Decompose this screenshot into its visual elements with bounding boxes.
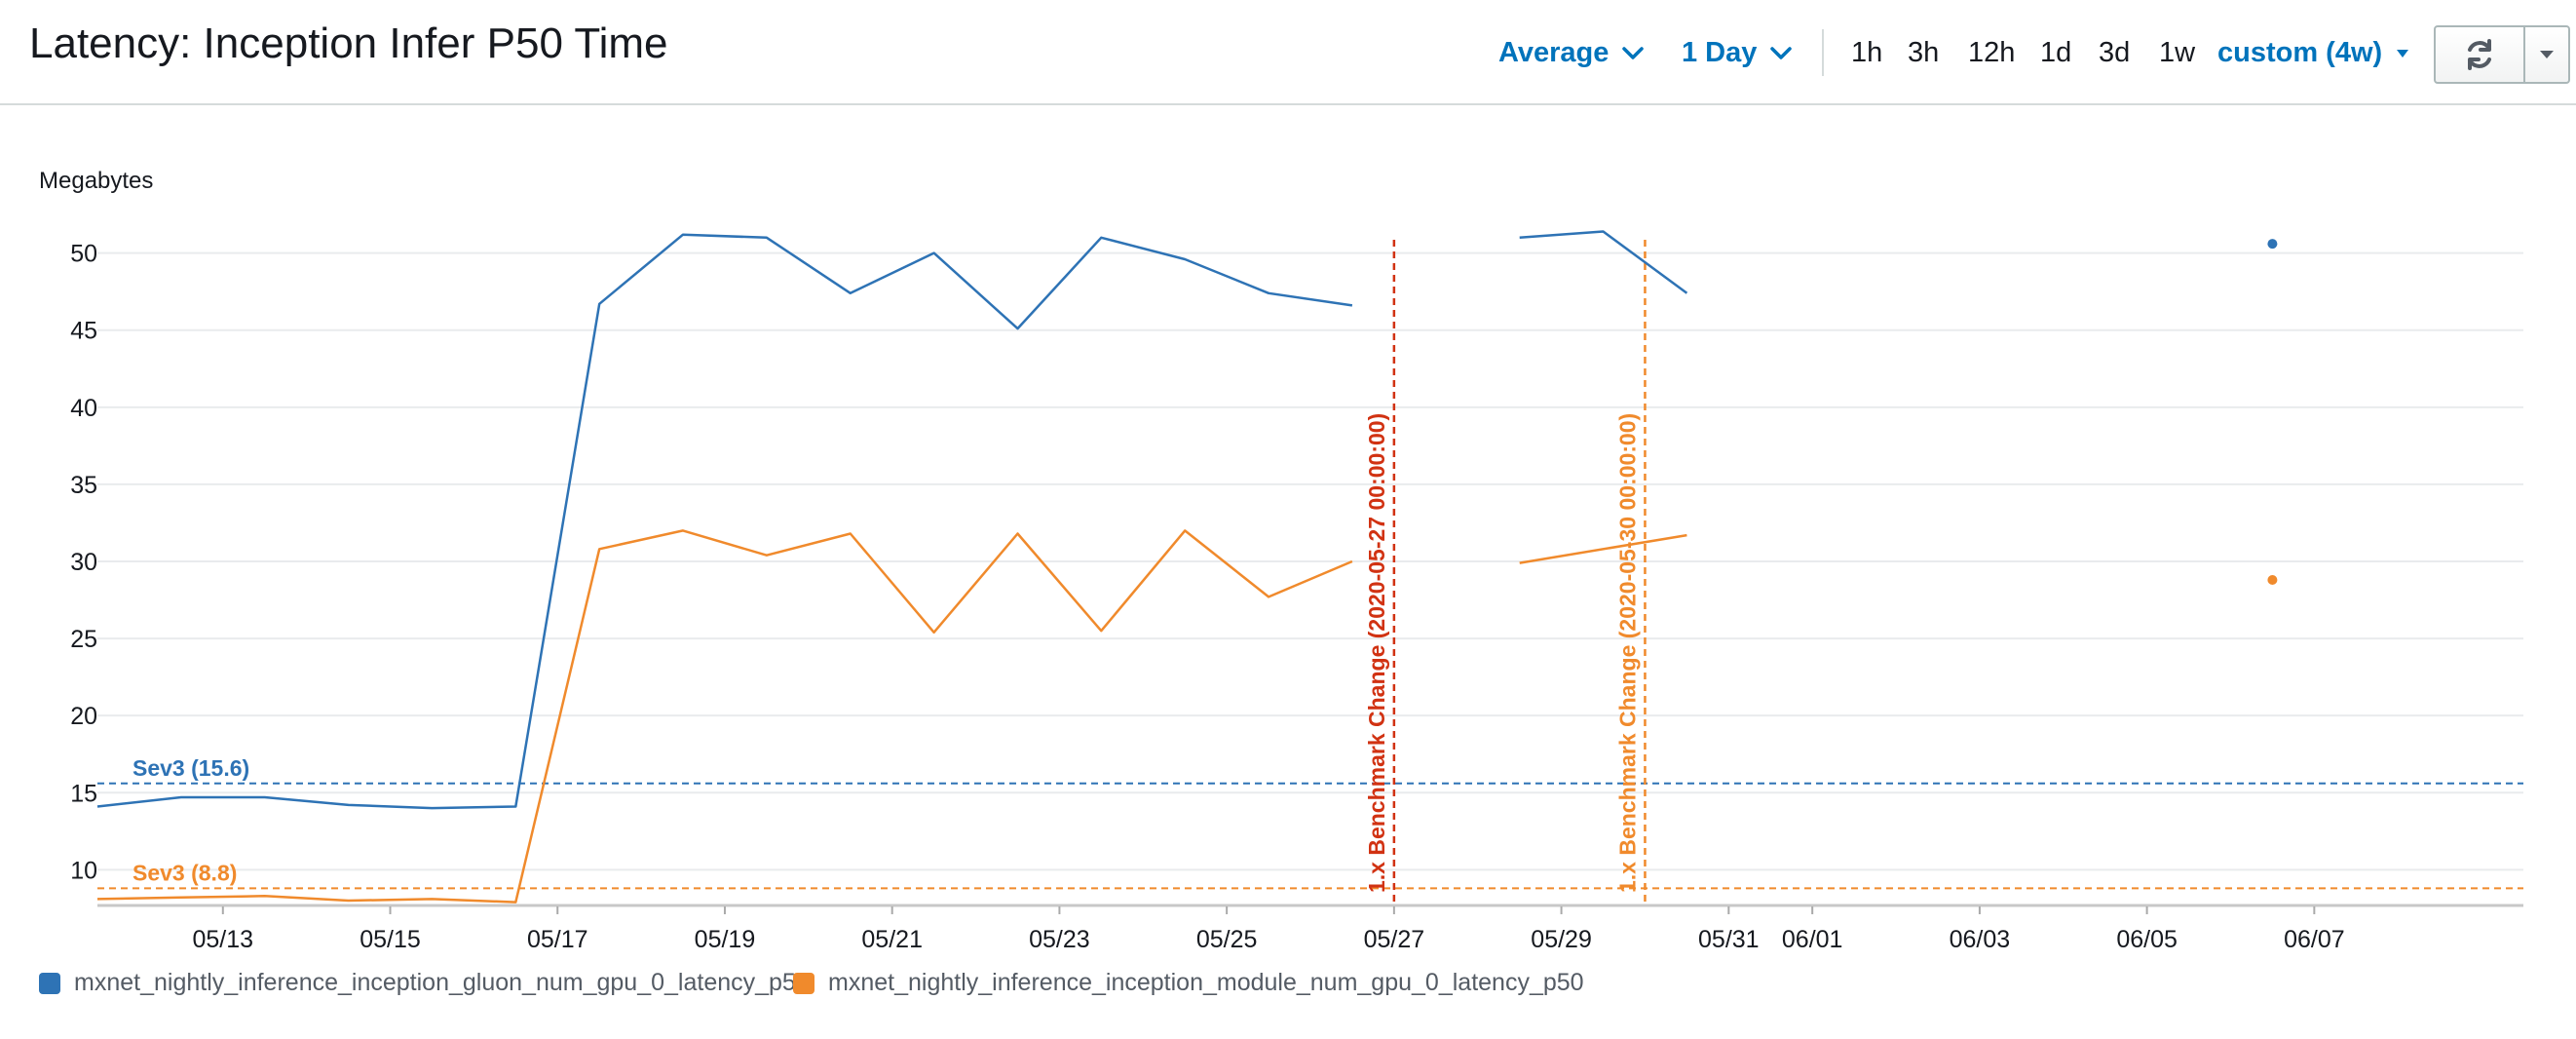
x-tick-label: 05/27 (1364, 926, 1425, 953)
y-tick-label: 45 (70, 318, 97, 345)
y-tick-label: 35 (70, 472, 97, 499)
x-tick-label: 05/25 (1196, 926, 1258, 953)
y-tick-label: 50 (70, 241, 97, 268)
statistic-dropdown[interactable]: Average (1498, 37, 1645, 69)
x-tick-label: 05/17 (527, 926, 588, 953)
refresh-button[interactable] (2436, 27, 2525, 82)
series-0-line (1519, 230, 1688, 294)
x-tick-label: 05/19 (695, 926, 756, 953)
custom-range-dropdown[interactable]: custom (4w) (2217, 37, 2409, 69)
y-tick-label: 10 (70, 857, 97, 884)
x-tick-label: 06/07 (2284, 926, 2345, 953)
widget-header: Latency: Inception Infer P50 Time Averag… (0, 0, 2576, 105)
chevron-down-icon (1770, 46, 1793, 59)
y-tick-label: 15 (70, 780, 97, 807)
latency-line-chart: Megabytes 10 15 20 25 30 35 40 45 50 05/13 05/15 05/… (39, 168, 2523, 953)
x-tick-label: 05/13 (193, 926, 254, 953)
x-tick-label: 06/01 (1782, 926, 1843, 953)
annotation-label: 1.x Benchmark Change (2020-05-27 00:00:0… (1364, 413, 1389, 893)
legend-label-gluon: mxnet_nightly_inference_inception_gluon_… (74, 969, 810, 996)
x-tick-label: 05/21 (861, 926, 923, 953)
legend-label-module: mxnet_nightly_inference_inception_module… (828, 969, 1584, 996)
series-0-line (96, 233, 1353, 810)
x-tick-label: 06/05 (2116, 926, 2178, 953)
range-1d[interactable]: 1d (2040, 37, 2072, 68)
y-tick-label: 20 (70, 703, 97, 730)
legend-swatch-gluon (39, 972, 60, 994)
legend-swatch-module (793, 972, 814, 994)
statistic-label: Average (1498, 37, 1610, 68)
series-1-line (1519, 533, 1687, 564)
custom-range-label: custom (4w) (2217, 37, 2383, 68)
x-tick-label: 05/29 (1531, 926, 1592, 953)
annotation-label: 1.x Benchmark Change (2020-05-30 00:00:0… (1614, 413, 1640, 893)
widget-title: Latency: Inception Infer P50 Time (29, 19, 668, 67)
refresh-button-group (2434, 25, 2570, 84)
series-1-line (96, 529, 1353, 904)
series-1-point (2267, 574, 2278, 585)
refresh-menu-button[interactable] (2525, 27, 2568, 82)
x-tick-label: 05/15 (360, 926, 421, 953)
threshold-label: Sev3 (8.8) (133, 860, 237, 885)
range-1h[interactable]: 1h (1851, 37, 1883, 68)
x-tick-label: 05/31 (1698, 926, 1760, 953)
y-axis-label: Megabytes (39, 168, 153, 194)
x-tick-label: 05/23 (1029, 926, 1090, 953)
y-tick-label: 30 (70, 549, 97, 576)
range-12h[interactable]: 12h (1968, 37, 2016, 68)
threshold-label: Sev3 (15.6) (133, 755, 249, 781)
refresh-icon (2468, 39, 2491, 70)
x-tick-label: 06/03 (1950, 926, 2011, 953)
legend-item-module[interactable]: mxnet_nightly_inference_inception_module… (793, 969, 1584, 997)
period-label: 1 Day (1682, 37, 1758, 68)
period-dropdown[interactable]: 1 Day (1682, 37, 1793, 69)
caret-down-icon (2397, 49, 2409, 58)
legend-item-gluon[interactable]: mxnet_nightly_inference_inception_gluon_… (39, 969, 810, 997)
y-tick-label: 25 (70, 626, 97, 653)
range-3d[interactable]: 3d (2099, 37, 2131, 68)
series-0-point (2267, 239, 2278, 250)
y-tick-label: 40 (70, 395, 97, 422)
toolbar-divider (1822, 29, 1824, 76)
range-1w[interactable]: 1w (2159, 37, 2196, 68)
chevron-down-icon (1622, 46, 1645, 59)
caret-down-icon (2540, 51, 2554, 58)
range-3h[interactable]: 3h (1908, 37, 1940, 68)
